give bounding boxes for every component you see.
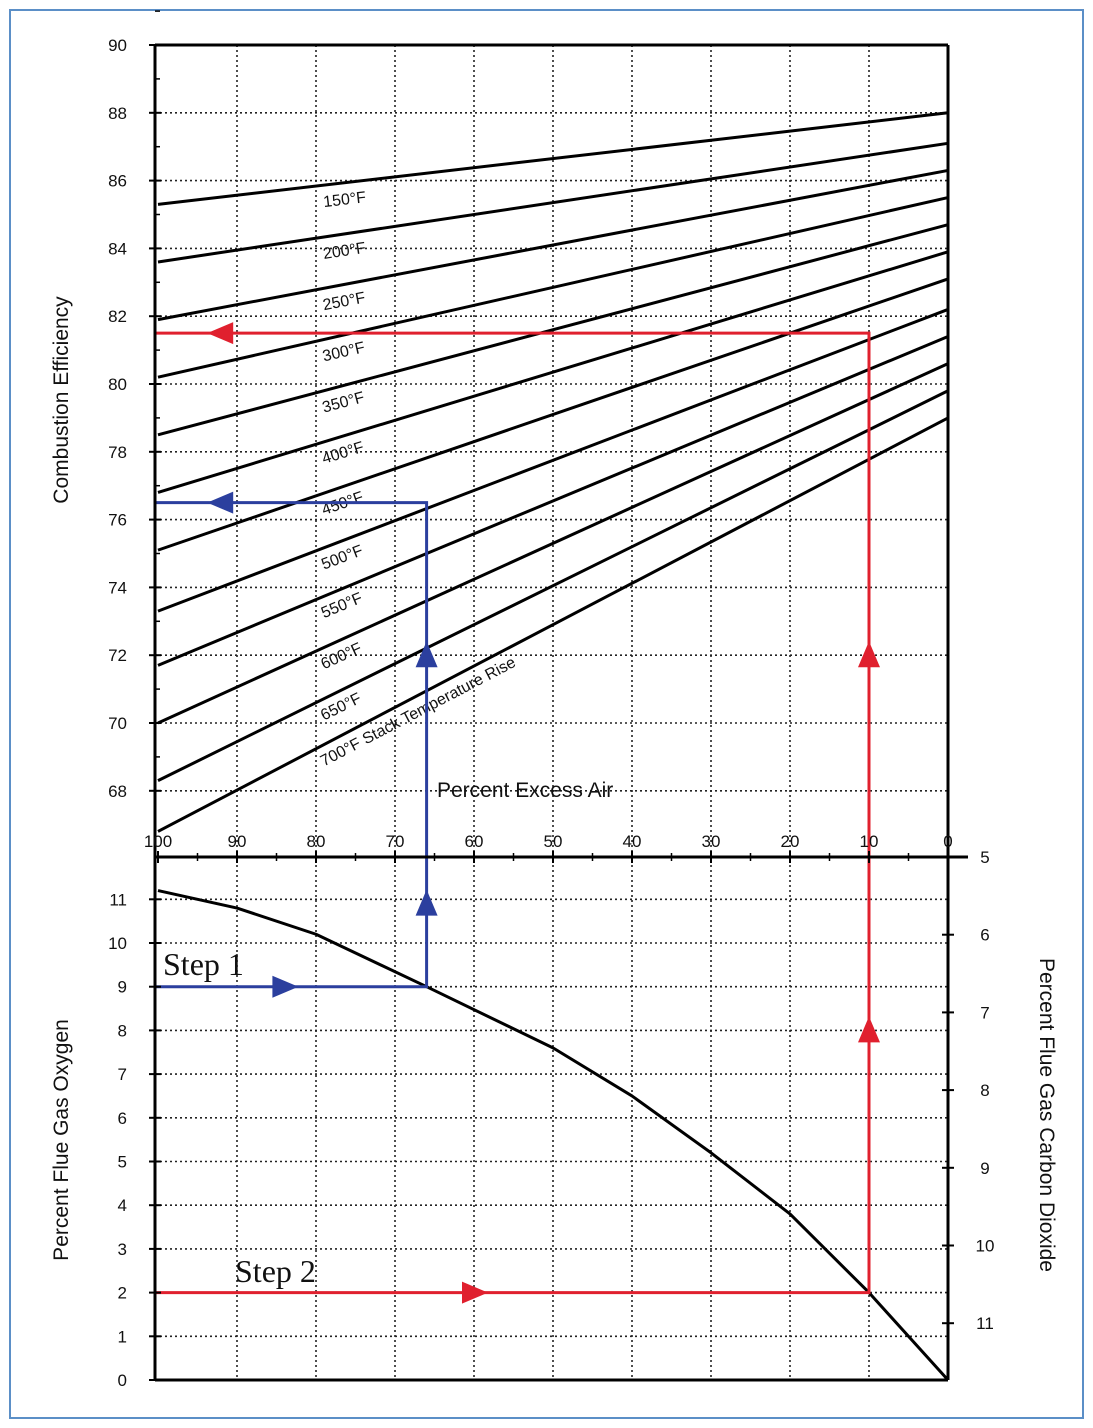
arrow-up-icon [858, 641, 880, 668]
top-y-tick-label: 76 [108, 511, 127, 530]
bottom-y-tick-label: 0 [118, 1371, 127, 1390]
arrow-right-icon [462, 1281, 488, 1304]
top-y-tick-label: 74 [108, 578, 127, 597]
xlabel: Percent Excess Air [437, 779, 613, 802]
top-y-tick-label: 86 [108, 172, 127, 191]
x-tick-label: 0 [943, 832, 952, 851]
right-y-tick-label: 7 [980, 1003, 989, 1022]
series-label: 350°F [321, 389, 367, 417]
bottom-y-tick-label: 2 [118, 1284, 127, 1303]
top-y-tick-label: 78 [108, 443, 127, 462]
arrow-up-icon [858, 1016, 880, 1043]
efficiency-line [157, 389, 949, 782]
x-tick-label: 20 [781, 832, 800, 851]
arrow-right-icon [272, 975, 299, 998]
right-y-tick-label: 6 [980, 926, 989, 945]
x-tick-label: 80 [307, 832, 326, 851]
efficiency-line [157, 250, 949, 494]
bottom-ylabel-left: Percent Flue Gas Oxygen [50, 1019, 73, 1261]
axes: 6870727476788082848688900123456789101156… [108, 10, 995, 1390]
efficiency-line [157, 168, 949, 322]
x-tick-label: 70 [386, 832, 405, 851]
series-label: 650°F [318, 690, 364, 724]
bottom-y-tick-label: 5 [118, 1153, 127, 1172]
x-tick-label: 100 [144, 832, 172, 851]
oxygen-curve [157, 889, 950, 1382]
series-label: 400°F [320, 439, 366, 468]
bottom-y-tick-label: 11 [109, 890, 127, 909]
grid [155, 45, 948, 1380]
bottom-y-tick-label: 3 [118, 1240, 127, 1259]
bottom-y-tick-label: 1 [118, 1327, 127, 1346]
arrow-left-icon [207, 322, 234, 345]
top-y-tick-label: 88 [108, 104, 127, 123]
top-y-tick-label: 70 [108, 714, 127, 733]
bottom-y-tick-label: 10 [108, 934, 127, 953]
step-label: Step 1 [163, 946, 244, 982]
oxygen-curve-group [157, 889, 950, 1382]
series-label: 250°F [321, 289, 366, 314]
step-path [155, 331, 871, 1295]
series-label: 600°F [319, 640, 365, 673]
series-label: 300°F [321, 339, 367, 365]
top-y-tick-label: 68 [108, 782, 127, 801]
series-label: 200°F [322, 240, 367, 263]
x-tick-label: 90 [228, 832, 247, 851]
right-y-tick-label: 11 [976, 1314, 994, 1333]
right-y-tick-label: 5 [980, 848, 989, 867]
arrow-left-icon [207, 491, 234, 514]
annotations: Step 1 Step 2 [155, 322, 880, 1304]
efficiency-line [157, 416, 949, 833]
bottom-y-tick-label: 8 [118, 1021, 127, 1040]
top-ylabel: Combustion Efficiency [50, 296, 73, 504]
x-tick-label: 30 [702, 832, 721, 851]
arrow-up-icon [415, 889, 438, 916]
x-tick-label: 60 [465, 832, 484, 851]
efficiency-line [157, 196, 949, 379]
x-tick-label: 50 [544, 832, 563, 851]
right-y-tick-label: 9 [980, 1159, 989, 1178]
x-tick-label: 10 [860, 832, 879, 851]
step-path [155, 501, 429, 989]
efficiency-line [157, 335, 949, 667]
bottom-ylabel-right: Percent Flue Gas Carbon Dioxide [1035, 958, 1058, 1272]
efficiency-line [157, 223, 949, 437]
right-y-tick-label: 10 [976, 1237, 995, 1256]
bottom-y-tick-label: 4 [118, 1196, 127, 1215]
arrow-up-icon [415, 641, 438, 668]
efficiency-line [157, 277, 949, 552]
efficiency-line [157, 308, 949, 613]
step-label: Step 2 [235, 1253, 316, 1289]
top-y-tick-label: 80 [108, 375, 127, 394]
bottom-y-tick-label: 6 [118, 1109, 127, 1128]
top-y-tick-label: 72 [108, 646, 127, 665]
top-y-tick-label: 82 [108, 307, 127, 326]
bottom-y-tick-label: 7 [118, 1065, 127, 1084]
bottom-y-tick-label: 9 [118, 978, 127, 997]
series-label: 150°F [322, 189, 367, 211]
efficiency-line [157, 362, 949, 725]
right-y-tick-label: 8 [980, 1081, 989, 1100]
top-y-tick-label: 90 [108, 36, 127, 55]
x-tick-label: 40 [623, 832, 642, 851]
outer-frame [9, 9, 1084, 1419]
top-y-tick-label: 84 [108, 239, 127, 258]
efficiency-line [157, 141, 949, 264]
efficiency-line [157, 111, 949, 206]
